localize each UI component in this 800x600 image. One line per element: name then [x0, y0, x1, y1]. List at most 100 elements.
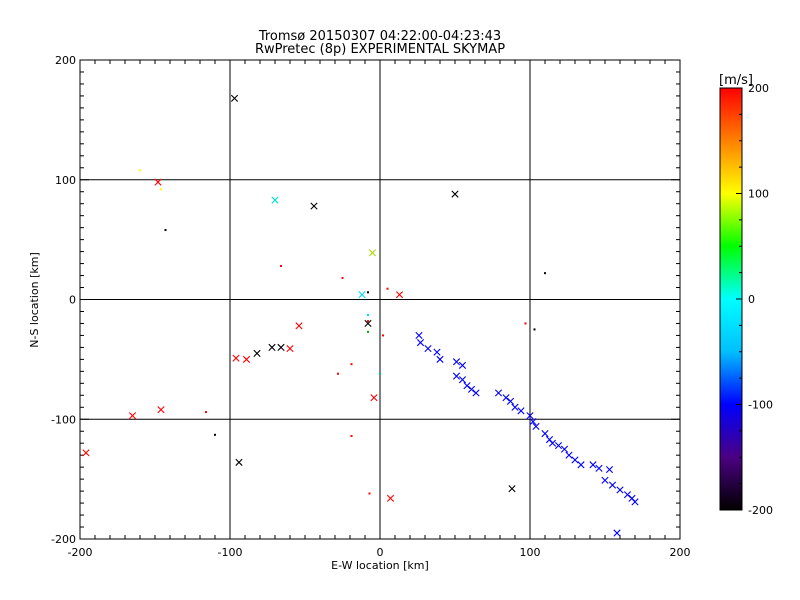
cross-stroke: [295, 322, 303, 330]
cross-stroke: [230, 94, 239, 102]
cross-stroke: [571, 456, 579, 464]
y-tick-labels: -200 -100 0 100 200: [51, 54, 76, 546]
cross-stroke: [268, 343, 276, 351]
data-point-cross: [517, 407, 525, 415]
cross-stroke: [565, 451, 573, 459]
data-point-cross: [565, 451, 573, 459]
data-point-cross: [424, 345, 432, 353]
data-point-cross: [277, 343, 285, 351]
data-point-cross: [157, 406, 165, 414]
cross-stroke: [506, 397, 515, 405]
cross-stroke: [517, 407, 525, 415]
x-tick-label: -200: [68, 546, 93, 559]
data-point-dot: [544, 272, 546, 275]
data-point-dot: [386, 287, 389, 290]
cross-stroke: [508, 485, 516, 493]
x-tick-label: -100: [218, 546, 243, 559]
data-point-cross: [232, 354, 240, 362]
cross-stroke: [554, 442, 563, 450]
cross-stroke: [532, 422, 540, 431]
data-point-cross: [415, 331, 423, 340]
cross-stroke: [458, 361, 467, 369]
data-points: [82, 94, 639, 537]
cross-stroke: [416, 339, 425, 347]
data-point-cross: [526, 412, 534, 420]
data-point-dot: [524, 322, 527, 325]
data-point-dot: [350, 435, 353, 438]
cross-stroke: [368, 249, 377, 257]
data-point-cross: [452, 372, 461, 380]
colorbar-label: [m/s]: [719, 73, 753, 88]
data-point-cross: [452, 358, 461, 366]
cross-stroke: [616, 486, 624, 494]
data-point-cross: [295, 322, 303, 330]
colorbar: [m/s] 200 100 0 -100 -200: [719, 73, 773, 517]
data-point-cross: [310, 202, 318, 210]
data-point-dot: [382, 334, 384, 337]
axis-ticks: [79, 59, 681, 540]
data-point-cross: [458, 361, 467, 369]
cross-stroke: [472, 389, 480, 397]
cross-stroke: [386, 494, 395, 502]
data-point-cross: [472, 389, 480, 397]
cross-stroke: [364, 319, 372, 328]
colorbar-tick-label: 200: [748, 82, 769, 95]
cross-stroke: [545, 436, 554, 444]
cross-stroke: [433, 348, 441, 356]
data-point-cross: [613, 529, 621, 537]
data-point-cross: [623, 491, 632, 499]
colorbar-tick-label: -200: [748, 504, 773, 517]
cross-stroke: [277, 343, 285, 351]
y-tick-label: 100: [55, 174, 76, 187]
cross-stroke: [601, 476, 609, 484]
data-point-cross: [548, 439, 557, 447]
x-tick-label: 100: [520, 546, 541, 559]
cross-stroke: [541, 430, 549, 438]
data-point-cross: [364, 319, 372, 328]
cross-stroke: [458, 376, 467, 384]
data-point-cross: [560, 445, 569, 453]
cross-stroke: [548, 439, 557, 447]
data-point-dot: [350, 363, 353, 366]
colorbar-tick-label: -100: [748, 399, 773, 412]
data-point-cross: [82, 449, 90, 457]
data-point-cross: [253, 349, 261, 357]
data-point-dot: [367, 320, 369, 323]
data-point-cross: [506, 397, 515, 405]
data-point-cross: [589, 461, 597, 469]
data-point-dot: [367, 291, 369, 294]
data-point-dot: [139, 169, 141, 172]
data-point-cross: [230, 94, 239, 102]
cross-stroke: [232, 354, 240, 362]
data-point-cross: [416, 339, 425, 347]
y-tick-label: -100: [51, 413, 76, 426]
data-point-cross: [286, 345, 294, 353]
y-axis-label: N-S location [km]: [28, 252, 41, 348]
data-point-cross: [358, 291, 366, 299]
cross-stroke: [451, 190, 459, 198]
data-point-dot: [367, 314, 369, 317]
y-tick-label: 200: [55, 54, 76, 67]
data-point-cross: [242, 355, 251, 363]
cross-stroke: [253, 349, 261, 357]
data-point-cross: [467, 385, 476, 393]
data-point-cross: [571, 456, 579, 464]
data-point-cross: [368, 249, 377, 257]
cross-stroke: [370, 394, 378, 402]
cross-stroke: [608, 481, 617, 489]
data-point-dot: [337, 372, 339, 375]
x-tick-label: 200: [670, 546, 691, 559]
data-point-cross: [154, 178, 162, 186]
cross-stroke: [529, 418, 537, 426]
data-point-cross: [370, 394, 378, 402]
cross-stroke: [526, 412, 534, 420]
x-tick-labels: -200 -100 0 100 200: [68, 546, 691, 559]
data-point-dot: [533, 328, 536, 331]
data-point-dot: [214, 433, 216, 436]
data-point-cross: [554, 442, 563, 450]
cross-stroke: [628, 494, 636, 502]
colorbar-tick-label: 0: [748, 293, 755, 306]
data-point-cross: [529, 418, 537, 426]
data-point-cross: [458, 376, 467, 384]
